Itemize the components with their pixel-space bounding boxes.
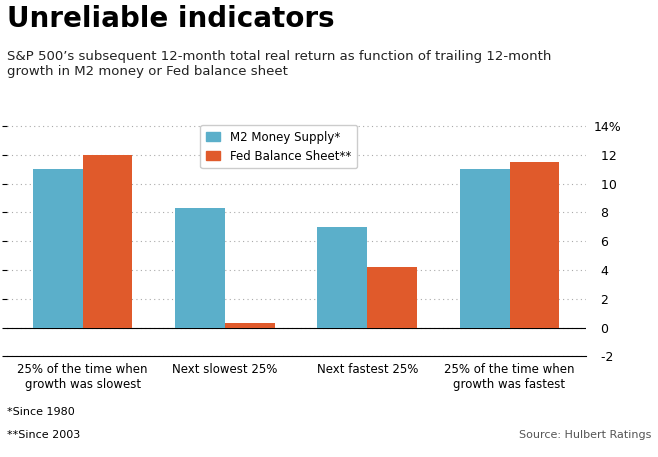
Bar (225, 324, 275, 328)
Bar (83, 155, 132, 328)
Text: **Since 2003: **Since 2003 (7, 430, 80, 440)
Bar (460, 169, 509, 328)
Text: S&P 500’s subsequent 12-month total real return as function of trailing 12-month: S&P 500’s subsequent 12-month total real… (7, 50, 551, 78)
Bar (317, 227, 367, 328)
Bar (175, 208, 225, 328)
Text: Unreliable indicators: Unreliable indicators (7, 5, 334, 32)
Text: Source: Hulbert Ratings: Source: Hulbert Ratings (519, 430, 651, 440)
Text: *Since 1980: *Since 1980 (7, 407, 74, 417)
Bar (509, 162, 559, 328)
Legend: M2 Money Supply*, Fed Balance Sheet**: M2 Money Supply*, Fed Balance Sheet** (201, 125, 357, 169)
Bar (367, 267, 417, 328)
Bar (33, 169, 83, 328)
